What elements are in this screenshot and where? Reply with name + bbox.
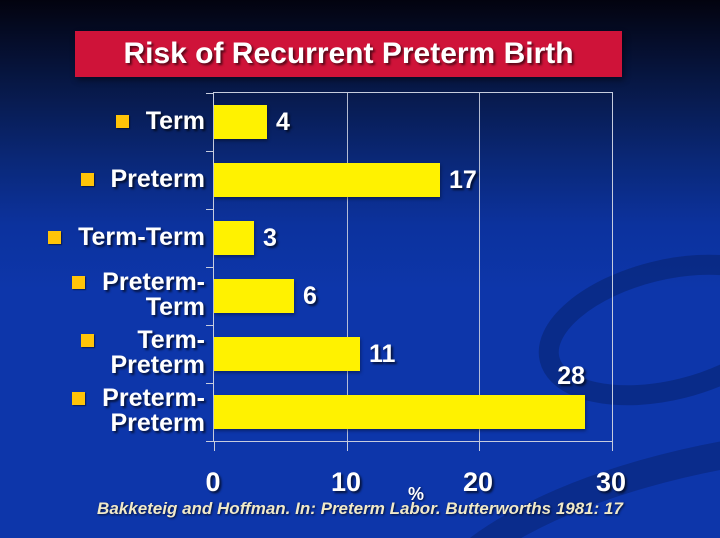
bar-value-label: 4	[276, 108, 290, 136]
bar-value-label: 3	[263, 224, 277, 252]
category-row-inner: Term	[115, 106, 205, 135]
bullet-icon	[48, 230, 62, 244]
y-axis-tick	[206, 325, 214, 326]
bar	[214, 105, 267, 139]
category-row-inner: Term-Term	[48, 222, 205, 251]
x-axis-tick	[612, 442, 613, 451]
bar-value-label: 11	[369, 340, 396, 368]
x-axis-tick-label: 0	[205, 467, 221, 497]
citation: Bakketeig and Hoffman. In: Preterm Labor…	[97, 499, 623, 518]
bar	[214, 395, 585, 429]
bar-value-label: 17	[449, 166, 477, 194]
bullet-icon	[72, 276, 86, 289]
y-axis-tick	[206, 441, 214, 442]
category-row-inner: Preterm- Term	[72, 270, 205, 320]
category-label: Term- Preterm	[110, 326, 206, 379]
y-axis-tick	[206, 383, 214, 384]
category-row: Preterm- Preterm	[0, 382, 205, 440]
x-axis-tick	[479, 442, 480, 451]
category-row: Term- Preterm	[0, 324, 205, 382]
category-label: Preterm- Term	[102, 268, 205, 321]
y-axis-tick	[206, 151, 214, 152]
category-label: Preterm	[110, 164, 206, 193]
y-axis-tick	[206, 267, 214, 268]
category-row: Preterm	[0, 150, 205, 208]
bar	[214, 337, 360, 371]
chart-plot-area: 4 17 3 6 11 28	[206, 92, 613, 451]
category-label: Preterm- Preterm	[102, 384, 205, 437]
category-label: Term-Term	[78, 222, 205, 251]
category-row: Term	[0, 92, 205, 150]
bullet-icon	[115, 114, 129, 128]
category-row: Preterm- Term	[0, 266, 205, 324]
x-axis-unit-label: %	[407, 484, 424, 504]
bullet-icon	[80, 334, 94, 347]
bar	[214, 221, 254, 255]
bar-value-label: 28	[557, 362, 585, 390]
bar-value-label: 6	[303, 282, 317, 310]
x-axis-tick-label: 10	[330, 467, 362, 497]
category-label: Term	[145, 106, 205, 135]
bar	[214, 163, 440, 197]
gridline	[347, 93, 348, 441]
x-axis-tick	[214, 442, 215, 451]
category-row: Term-Term	[0, 208, 205, 266]
x-axis-tick-label: 30	[595, 467, 627, 497]
title-banner: Risk of Recurrent Preterm Birth	[75, 31, 622, 77]
x-axis-tick	[347, 442, 348, 451]
bar	[214, 279, 294, 313]
x-axis-tick-label: 20	[462, 467, 494, 497]
slide-title: Risk of Recurrent Preterm Birth	[123, 37, 574, 70]
category-row-inner: Term- Preterm	[80, 326, 206, 379]
gridline	[479, 93, 480, 441]
y-axis-tick	[206, 93, 214, 94]
category-row-inner: Preterm- Preterm	[72, 386, 205, 436]
bullet-icon	[80, 172, 94, 186]
y-axis-tick	[206, 209, 214, 210]
bullet-icon	[72, 392, 86, 405]
category-row-inner: Preterm	[80, 164, 206, 193]
